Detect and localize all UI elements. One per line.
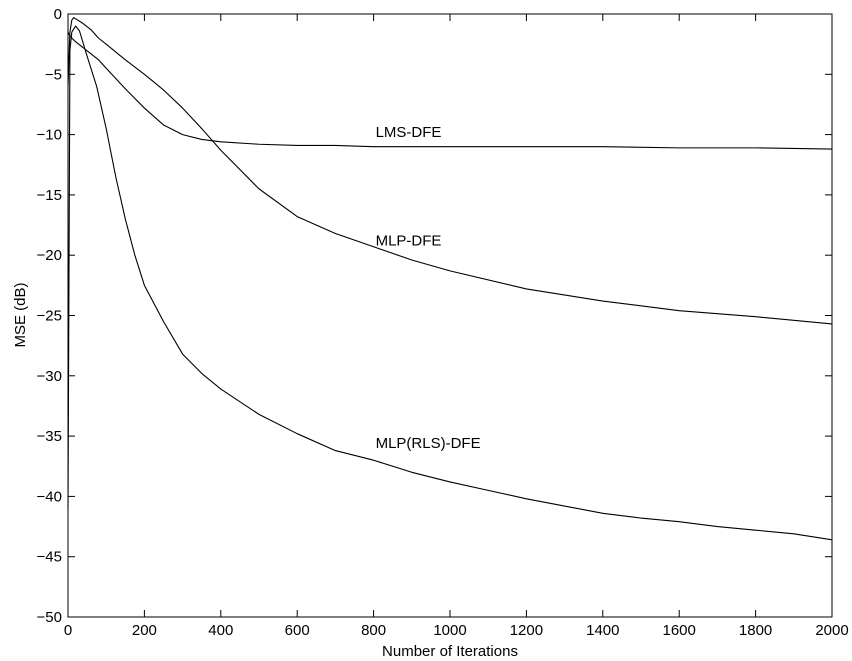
y-tick-label: −15 [37, 187, 62, 204]
y-tick-label: −45 [37, 549, 62, 566]
series-line-1 [67, 31, 833, 150]
x-tick-label: 1200 [510, 622, 543, 639]
x-axis-label: Number of Iterations [382, 643, 518, 660]
series-line-3 [67, 25, 833, 541]
y-tick-label: −5 [45, 66, 62, 83]
x-tick-label: 1800 [739, 622, 772, 639]
y-tick-label: −25 [37, 308, 62, 325]
y-tick-label: −30 [37, 368, 62, 385]
axis-ticks [67, 13, 833, 618]
y-axis-label: MSE (dB) [12, 282, 29, 347]
x-tick-label: 0 [64, 622, 72, 639]
x-tick-label: 1400 [586, 622, 619, 639]
x-tick-label: 400 [208, 622, 233, 639]
y-tick-label: 0 [54, 6, 62, 23]
series-label-3: MLP(RLS)-DFE [376, 435, 481, 452]
series-lines [67, 17, 833, 541]
x-tick-label: 600 [285, 622, 310, 639]
x-tick-label: 1600 [663, 622, 696, 639]
series-label-2: MLP-DFE [376, 233, 442, 250]
x-tick-label: 800 [361, 622, 386, 639]
x-tick-label: 2000 [815, 622, 848, 639]
axis-tick-labels: 0 200 400 600 800 1000 1200 1400 1600 1800 20000−5… [37, 6, 849, 639]
y-tick-label: −50 [37, 609, 62, 626]
series-line-2 [67, 17, 833, 325]
y-tick-label: −40 [37, 488, 62, 505]
series-labels: LMS-DFE MLP-DFE MLP(RLS)-DFE [376, 124, 481, 452]
x-tick-label: 200 [132, 622, 157, 639]
y-tick-label: −35 [37, 428, 62, 445]
series-label-1: LMS-DFE [376, 124, 442, 141]
y-tick-label: −20 [37, 247, 62, 264]
y-tick-label: −10 [37, 127, 62, 144]
x-tick-label: 1000 [433, 622, 466, 639]
